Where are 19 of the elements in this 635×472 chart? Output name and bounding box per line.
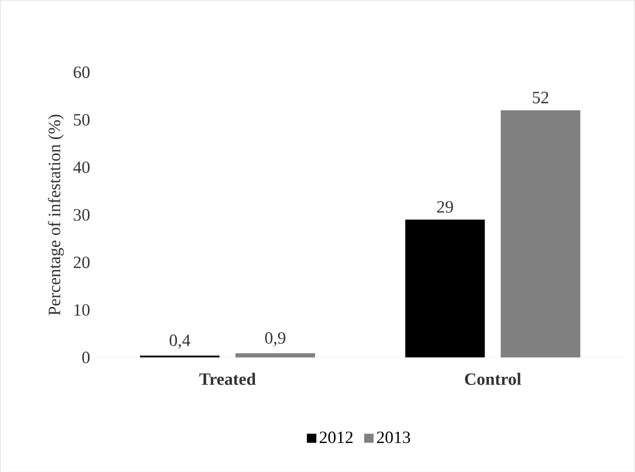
x-tick-label: Control [464,372,522,385]
y-tick-label: 40 [73,161,90,173]
y-tick-label: 0 [82,351,90,364]
x-tick-label: Treated [199,372,256,385]
y-axis-title: Percentage of infestation (%) [48,114,64,316]
bar [500,110,580,358]
y-tick-label: 20 [74,256,90,268]
bar [405,219,485,358]
y-tick-label: 50 [74,114,90,126]
bar [235,353,316,358]
data-label: 29 [437,200,453,213]
data-label: 52 [532,92,548,104]
legend-label: 2012 [320,431,353,443]
y-tick-label: 30 [74,208,90,220]
y-tick-label: 10 [74,304,90,316]
data-label: 0,4 [170,334,190,348]
data-label: 0,9 [265,332,286,346]
y-tick-label: 60 [74,66,90,78]
legend-label: 2013 [376,431,410,443]
